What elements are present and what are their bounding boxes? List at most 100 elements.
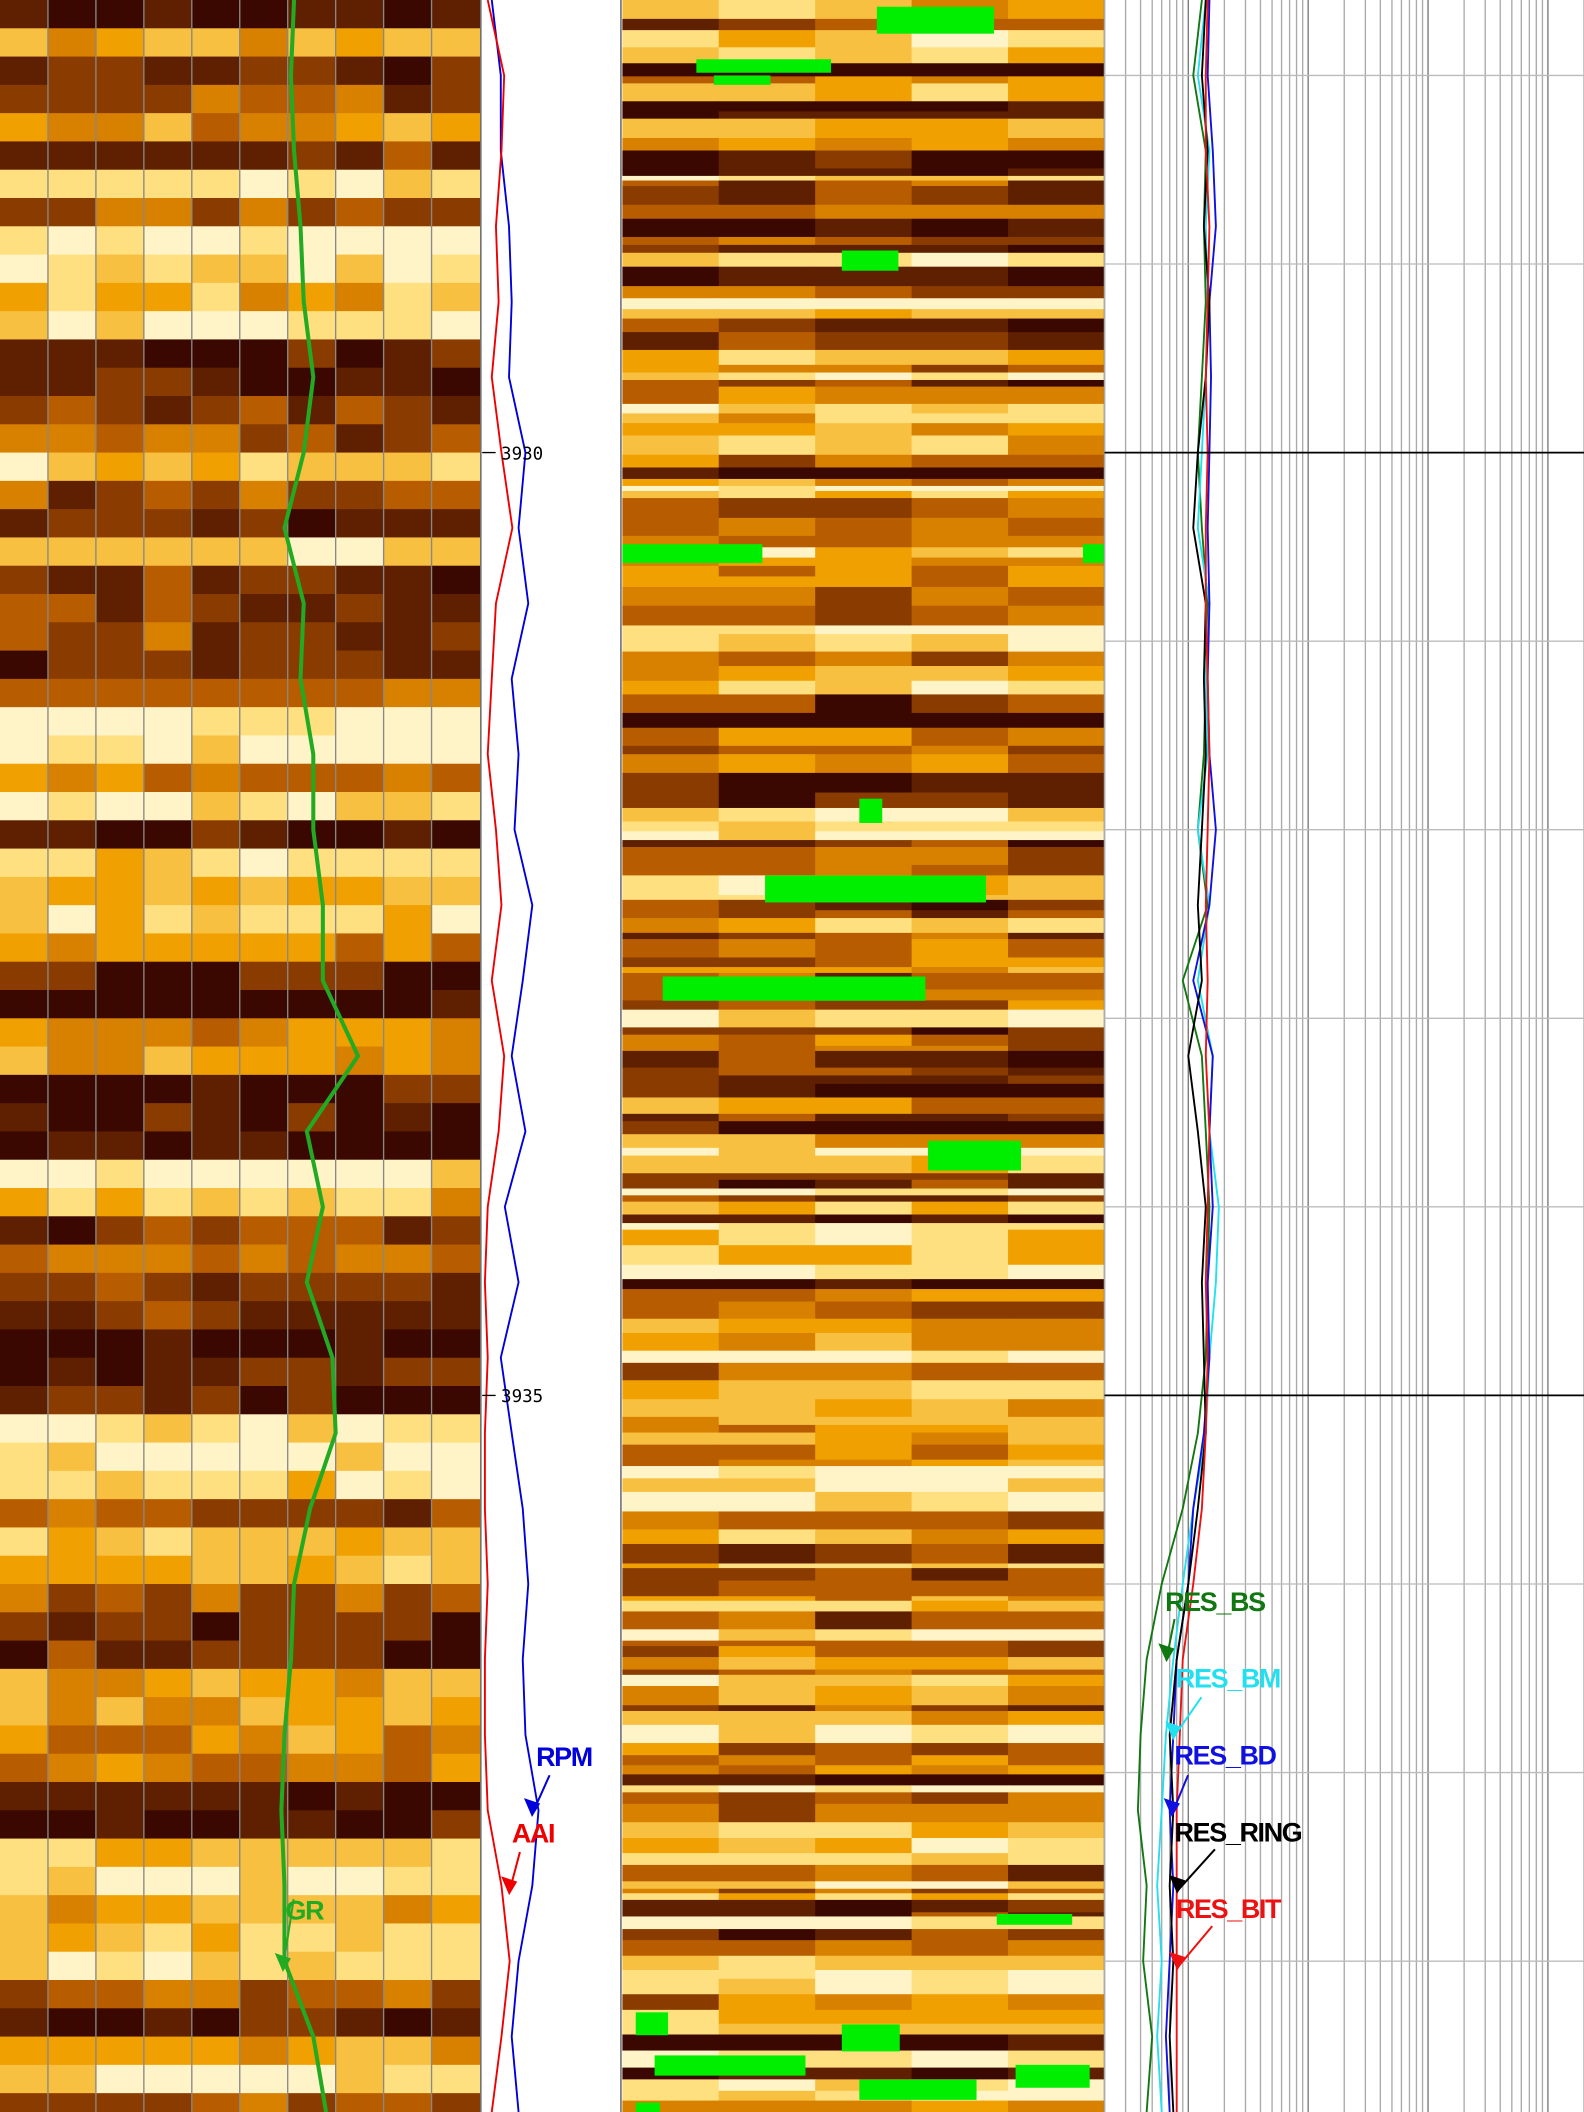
image-pixel — [1008, 332, 1106, 351]
image-pixel — [718, 364, 816, 374]
image-pixel — [622, 413, 720, 424]
image-pixel — [911, 1083, 1009, 1099]
image-pixel — [287, 1668, 337, 1698]
image-pixel — [287, 678, 337, 708]
image-pixel — [622, 332, 720, 351]
image-pixel — [335, 0, 385, 29]
image-pixel — [95, 1414, 145, 1444]
image-pixel — [1008, 1245, 1106, 1266]
image-pixel — [815, 1568, 913, 1582]
image-pixel — [1008, 1940, 1106, 1957]
image-pixel — [622, 1147, 720, 1157]
image-pixel — [143, 735, 193, 765]
image-pixel — [47, 169, 97, 199]
image-pixel — [143, 876, 193, 906]
curve — [483, 0, 514, 2112]
image-pixel — [335, 565, 385, 595]
image-pixel — [718, 1147, 816, 1157]
image-pixel — [239, 2064, 289, 2094]
image-pixel — [431, 707, 481, 737]
image-pixel — [815, 831, 913, 841]
image-pixel — [335, 396, 385, 425]
image-pixel — [383, 1216, 433, 1246]
image-pixel — [1008, 1969, 1106, 1980]
image-pixel — [911, 754, 1009, 774]
image-pixel — [47, 396, 97, 425]
image-pixel — [287, 1188, 337, 1217]
image-pixel — [622, 1121, 720, 1135]
image-pixel — [622, 1264, 720, 1280]
image-pixel — [95, 1216, 145, 1246]
image-pixel — [143, 1612, 193, 1642]
image-pixel — [1008, 605, 1106, 627]
image-pixel — [143, 452, 193, 482]
image-pixel — [143, 396, 193, 425]
image-pixel — [1008, 47, 1106, 64]
image-pixel — [622, 1755, 720, 1766]
image-flag — [654, 2055, 806, 2076]
image-pixel — [143, 565, 193, 595]
image-pixel — [1008, 972, 1106, 991]
image-pixel — [911, 910, 1009, 919]
image-pixel — [622, 1646, 720, 1658]
image-pixel — [0, 1046, 49, 1076]
image-pixel — [47, 1386, 97, 1415]
image-pixel — [431, 2064, 481, 2094]
image-pixel — [335, 1046, 385, 1076]
image-pixel — [1008, 63, 1106, 78]
image-pixel — [718, 101, 816, 113]
image-pixel — [718, 1940, 816, 1957]
image-pixel — [47, 282, 97, 312]
image-pixel — [47, 0, 97, 29]
image-pixel — [1008, 1563, 1106, 1569]
image-pixel — [911, 1478, 1009, 1493]
image-pixel — [335, 1527, 385, 1557]
image-pixel — [911, 1893, 1009, 1901]
image-pixel — [815, 1195, 913, 1203]
image-pixel — [383, 763, 433, 793]
image-pixel — [95, 1159, 145, 1189]
image-pixel — [911, 423, 1009, 437]
image-pixel — [1008, 1432, 1106, 1446]
image-pixel — [47, 650, 97, 680]
image-pixel — [431, 1980, 481, 2009]
image-pixel — [718, 772, 816, 794]
image-pixel — [911, 1955, 1009, 1971]
image-pixel — [0, 933, 49, 963]
image-pixel — [0, 56, 49, 86]
image-pixel — [143, 1951, 193, 1981]
image-pixel — [622, 298, 720, 310]
image-pixel — [622, 1580, 720, 1597]
image-pixel — [143, 933, 193, 963]
image-pixel — [335, 678, 385, 708]
image-pixel — [239, 1555, 289, 1585]
image-pixel — [815, 847, 913, 866]
image-pixel — [911, 565, 1009, 578]
image-pixel — [718, 1173, 816, 1181]
image-pixel — [622, 498, 720, 519]
image-pixel — [95, 1244, 145, 1274]
image-pixel — [622, 1113, 720, 1122]
image-pixel — [287, 198, 337, 227]
image-pixel — [239, 594, 289, 623]
image-pixel — [383, 141, 433, 171]
image-pixel — [815, 101, 913, 113]
image-pixel — [431, 1244, 481, 1274]
image-pixel — [718, 423, 816, 437]
image-pixel — [383, 1782, 433, 1811]
image-pixel — [1008, 180, 1106, 187]
image-pixel — [431, 763, 481, 793]
image-pixel — [47, 1612, 97, 1642]
image-pixel — [911, 651, 1009, 667]
image-pixel — [383, 622, 433, 652]
image-pixel — [911, 1050, 1009, 1069]
image-pixel — [718, 1596, 816, 1602]
image-pixel — [718, 1640, 816, 1647]
image-pixel — [911, 1201, 1009, 1216]
image-pixel — [622, 244, 720, 254]
image-pixel — [1008, 1785, 1106, 1794]
image-pixel — [815, 1955, 913, 1971]
image-pixel — [622, 1912, 720, 1918]
image-pixel — [622, 1657, 720, 1671]
image-pixel — [191, 1499, 241, 1529]
